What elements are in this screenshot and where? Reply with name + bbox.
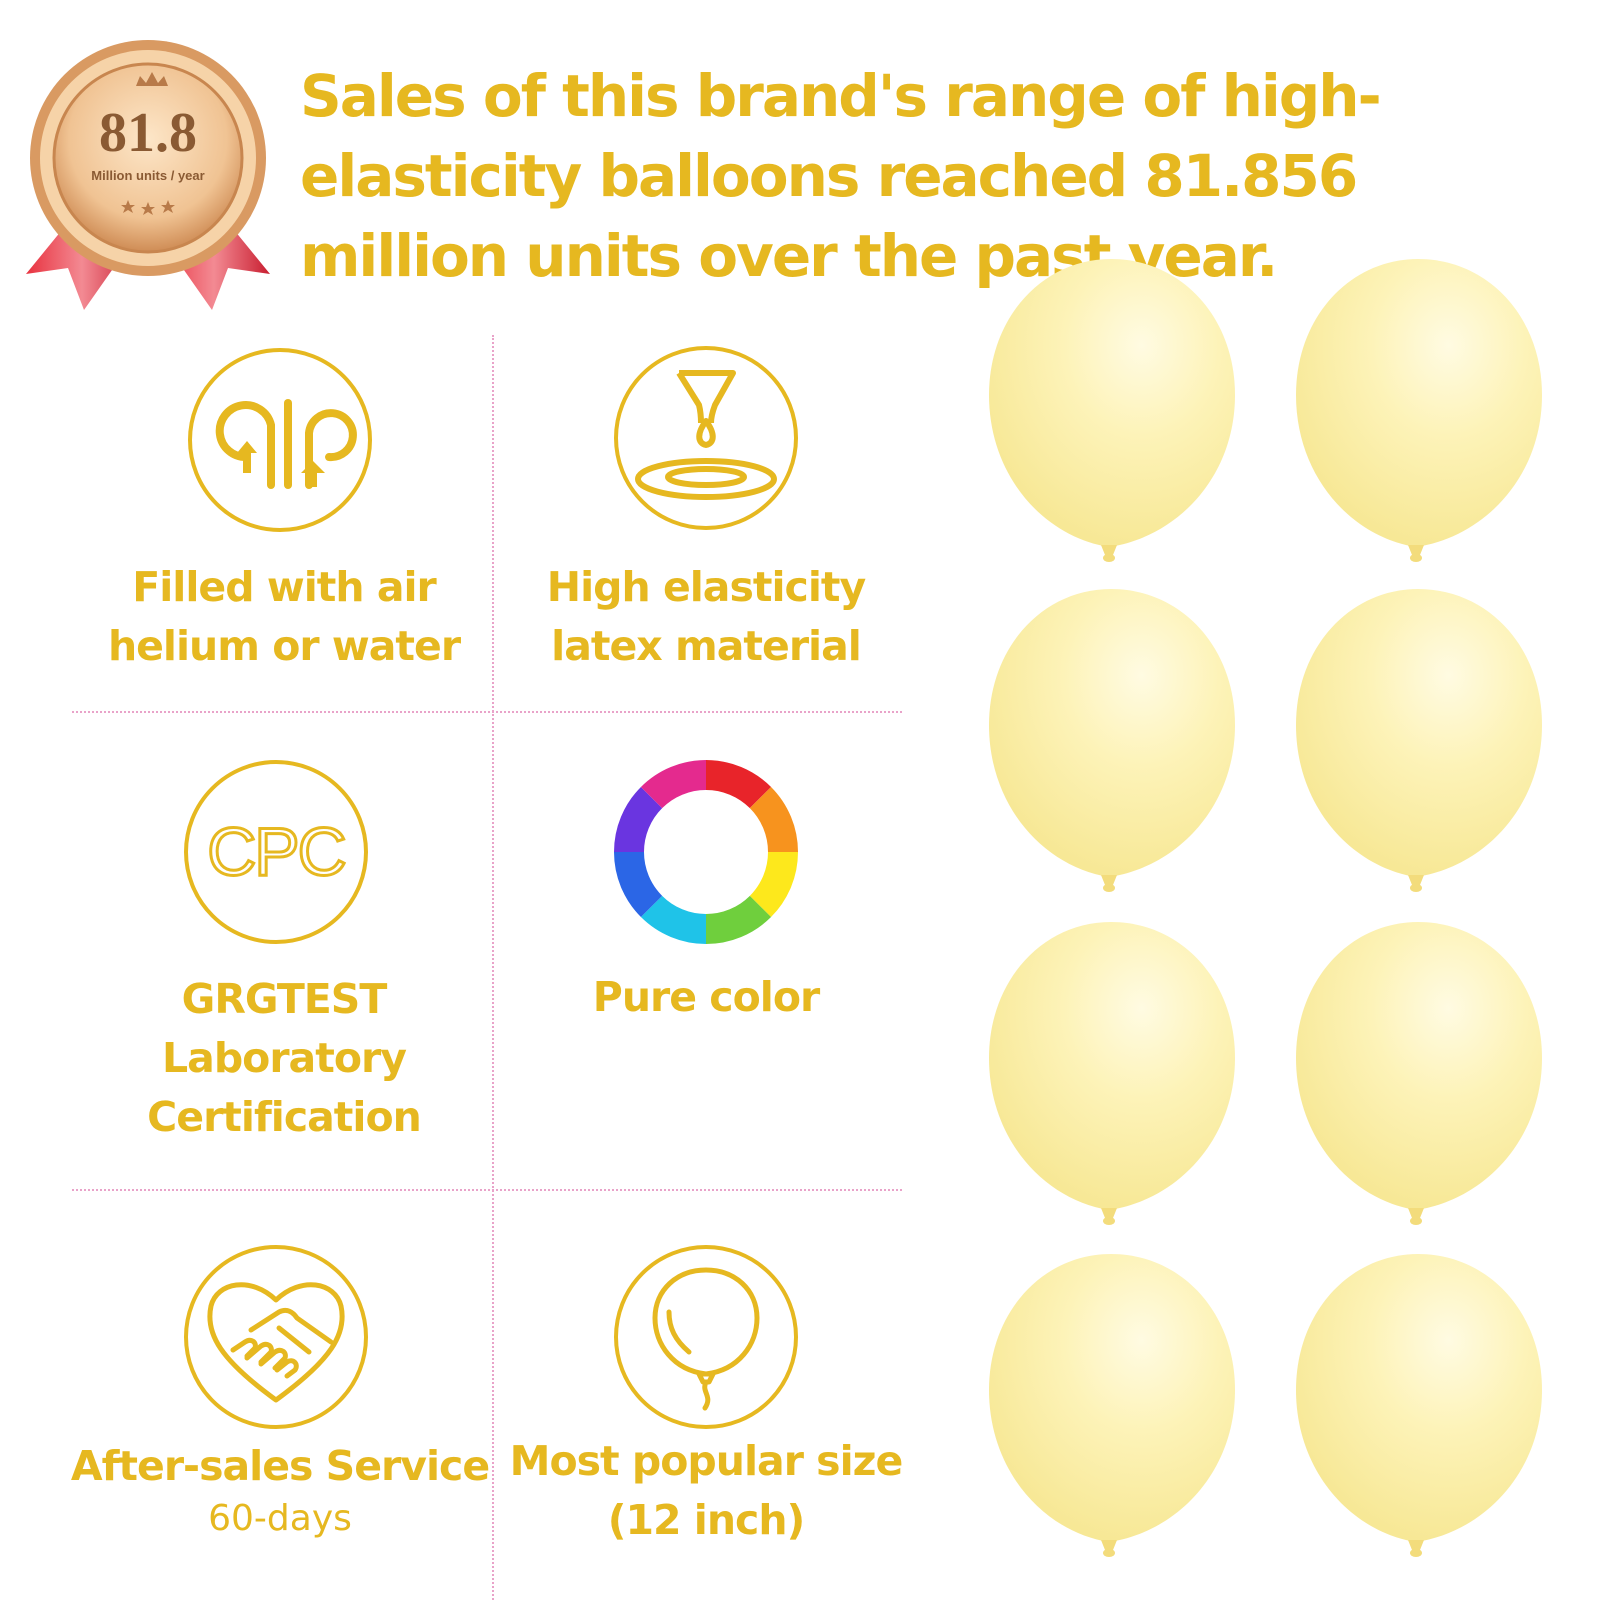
handshake-heart-icon xyxy=(184,1245,368,1429)
latex-drop-icon xyxy=(614,346,798,530)
balloon-outline-icon xyxy=(614,1245,798,1429)
color-wheel-segment xyxy=(640,760,706,809)
grid-divider-vertical xyxy=(492,335,494,1600)
color-wheel-segment xyxy=(706,895,772,944)
cpc-icon: CPC xyxy=(184,760,368,944)
color-wheel-segment xyxy=(640,895,706,944)
feature-after-sales-days: 60-days xyxy=(208,1498,352,1539)
balloon-photo xyxy=(1296,589,1542,892)
color-wheel-segments xyxy=(614,760,798,944)
color-wheel-segment xyxy=(614,786,663,852)
color-wheel-segment xyxy=(614,852,663,918)
balloon-photo xyxy=(989,259,1235,562)
grid-divider-horizontal-2 xyxy=(72,1189,902,1191)
headline: Sales of this brand's range of high-elas… xyxy=(300,62,1382,290)
crown-icon xyxy=(136,72,168,86)
balloon-photo xyxy=(1296,922,1542,1225)
balloon-photo xyxy=(989,922,1235,1225)
cpc-icon-text: CPC xyxy=(207,814,345,890)
feature-air-helium-label: Filled with air helium or water xyxy=(107,563,461,670)
sales-medal-badge: 81.8 Million units / year xyxy=(26,40,270,310)
color-wheel-segment xyxy=(749,786,798,852)
feature-size-label: Most popular size (12 inch) xyxy=(509,1437,904,1544)
color-wheel-icon xyxy=(614,760,798,944)
badge-unit: Million units / year xyxy=(91,168,204,183)
stars-icon xyxy=(121,200,175,215)
balloon-photo xyxy=(989,1254,1235,1557)
balloon-photo xyxy=(1296,1254,1542,1557)
feature-elasticity-label: High elasticity latex material xyxy=(546,563,866,670)
grid-divider-horizontal-1 xyxy=(72,711,902,713)
color-wheel-segment xyxy=(749,852,798,918)
balloon-photo xyxy=(1296,259,1542,562)
badge-value: 81.8 xyxy=(99,102,197,164)
color-wheel-segment xyxy=(706,760,772,809)
feature-pure-color-label: Pure color xyxy=(592,973,820,1021)
feature-certification-label: GRGTEST Laboratory Certification xyxy=(147,975,422,1141)
balloon-photo xyxy=(989,589,1235,892)
air-helium-water-icon xyxy=(188,348,372,532)
feature-after-sales-label: After-sales Service xyxy=(70,1442,490,1490)
